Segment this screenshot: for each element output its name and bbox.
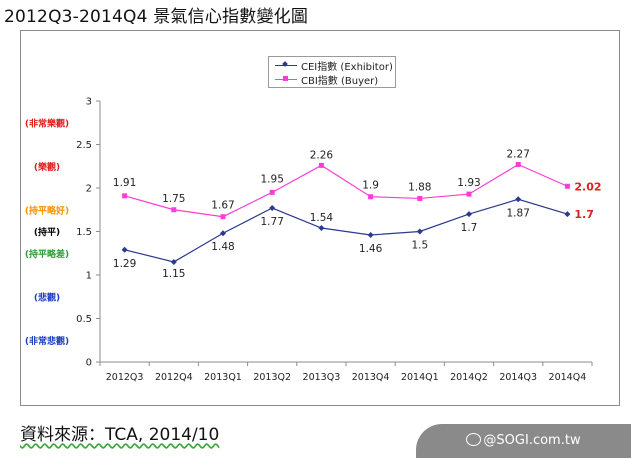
source-note: 資料來源：TCA, 2014/10: [20, 425, 220, 445]
y-tick-label: 1: [86, 271, 92, 282]
data-point-cbi: [171, 207, 177, 213]
data-point-cbi: [564, 183, 570, 189]
data-point-cei: [318, 225, 325, 232]
data-label-cei: 1.54: [310, 212, 334, 224]
data-point-cbi: [122, 193, 128, 199]
data-label-cei: 1.7: [461, 222, 478, 234]
data-label-cbi: 1.9: [362, 180, 379, 192]
page-title: 2012Q3-2014Q4 景氣信心指數變化圖: [4, 7, 309, 27]
x-tick-label: 2014Q1: [401, 372, 439, 383]
site-watermark: @SOGI.com.tw: [416, 424, 631, 458]
x-tick-label: 2014Q3: [499, 372, 537, 383]
y-tick-label: 2: [86, 184, 92, 195]
y-tick-label: 2.5: [76, 140, 92, 151]
data-label-cbi: 1.88: [408, 181, 431, 193]
data-label-cei: 1.5: [411, 240, 428, 252]
data-point-cei: [121, 246, 128, 253]
x-tick-label: 2012Q4: [155, 372, 193, 383]
chart-frame: [20, 30, 620, 406]
data-point-cbi: [417, 195, 423, 201]
y-category-label: (非常樂觀): [25, 117, 69, 129]
x-tick-label: 2013Q3: [303, 372, 341, 383]
data-point-cei: [367, 231, 374, 238]
data-label-cei: 1.46: [359, 243, 383, 255]
x-tick-label: 2013Q4: [352, 372, 390, 383]
data-point-cei: [416, 228, 423, 235]
legend-swatch-cei: [275, 60, 297, 70]
data-label-cbi: 2.26: [310, 149, 334, 161]
legend-item-cei: CEI指數 (Exhibitor): [269, 58, 395, 73]
data-label-cei: 1.7: [574, 208, 594, 221]
data-point-cbi: [269, 189, 275, 195]
legend-label-cbi: CBI指數 (Buyer): [301, 75, 379, 87]
data-point-cbi: [368, 194, 374, 200]
data-label-cbi: 1.75: [162, 193, 185, 205]
data-point-cbi: [515, 162, 521, 168]
series-line-cbi: [124, 163, 568, 218]
y-category-label: (持平略好): [25, 204, 69, 216]
y-category-label: (持平略差): [25, 248, 69, 260]
data-label-cei: 1.48: [211, 241, 234, 253]
y-tick-label: 3: [86, 97, 92, 108]
x-tick-label: 2014Q4: [549, 372, 587, 383]
data-label-cbi: 2.27: [507, 149, 530, 161]
data-label-cei: 1.77: [261, 216, 284, 228]
data-label-cbi: 1.93: [457, 177, 480, 189]
data-point-cbi: [318, 162, 324, 168]
y-tick-label: 0.5: [76, 314, 92, 325]
data-label-cbi: 1.95: [261, 173, 284, 185]
legend-item-cbi: CBI指數 (Buyer): [269, 72, 395, 87]
y-category-label: (樂觀): [34, 161, 60, 173]
data-label-cei: 1.87: [507, 207, 530, 219]
y-tick-label: 1.5: [76, 227, 92, 238]
x-tick-label: 2012Q3: [106, 372, 144, 383]
x-tick-label: 2013Q2: [253, 372, 291, 383]
data-label-cbi: 2.02: [574, 180, 601, 193]
chart-legend: CEI指數 (Exhibitor) CBI指數 (Buyer): [268, 56, 396, 88]
data-point-cei: [220, 230, 226, 237]
data-label-cbi: 1.91: [113, 177, 136, 189]
y-category-label: (非常悲觀): [25, 335, 69, 347]
data-point-cei: [170, 258, 177, 265]
data-point-cbi: [220, 214, 226, 220]
y-category-label: (持平): [34, 226, 60, 238]
data-point-cei: [515, 196, 522, 203]
data-point-cbi: [466, 191, 472, 197]
data-point-cei: [466, 211, 472, 218]
data-point-cei: [269, 205, 276, 212]
y-tick-label: 0: [86, 358, 92, 369]
data-label-cei: 1.15: [162, 268, 185, 280]
legend-label-cei: CEI指數 (Exhibitor): [301, 61, 393, 73]
data-label-cbi: 1.67: [211, 200, 234, 212]
x-tick-label: 2013Q1: [204, 372, 242, 383]
data-point-cei: [564, 211, 571, 218]
series-line-cei: [124, 198, 568, 263]
chat-bubble-icon: [466, 433, 482, 446]
x-tick-label: 2014Q2: [450, 372, 488, 383]
legend-swatch-cbi: [275, 74, 297, 84]
data-label-cei: 1.29: [113, 258, 136, 270]
y-category-label: (悲觀): [34, 291, 60, 303]
